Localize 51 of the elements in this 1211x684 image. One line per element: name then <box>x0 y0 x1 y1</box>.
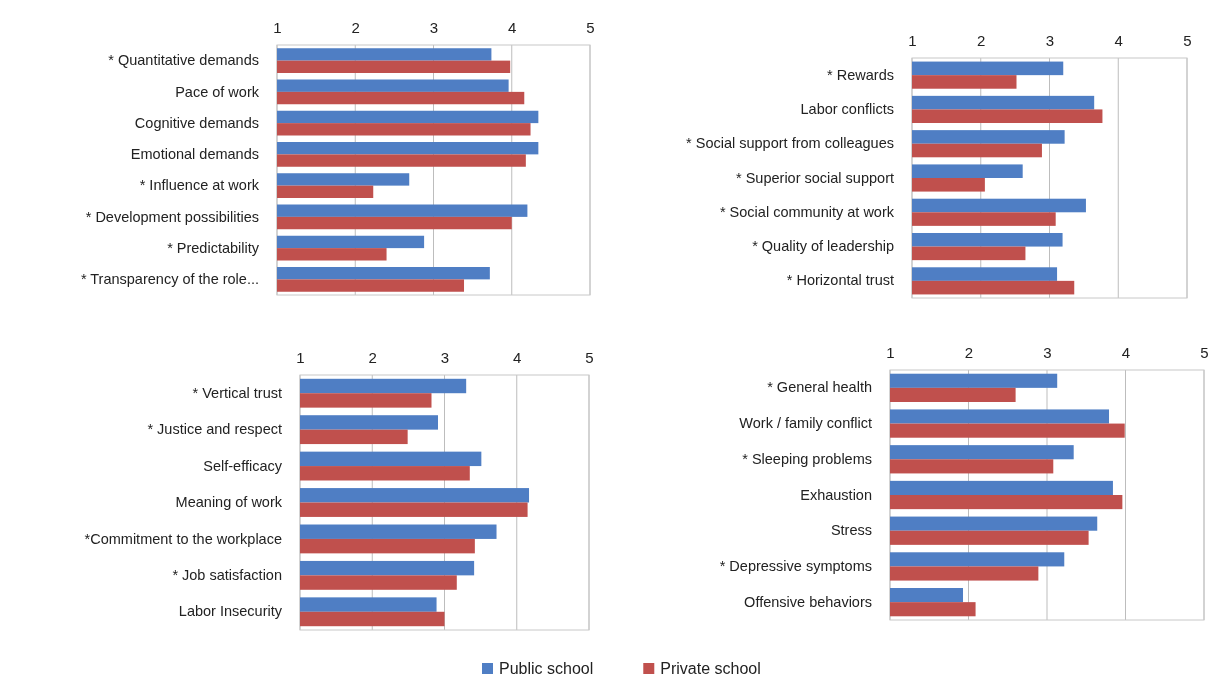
x-tick-label: 4 <box>1121 344 1131 361</box>
y-tick-label: * Rewards <box>827 66 894 83</box>
y-tick-label: Pace of work <box>175 83 260 100</box>
legend-label: Private school <box>660 660 761 677</box>
y-tick-label: * Horizontal trust <box>786 272 894 289</box>
x-tick-label: 1 <box>273 19 282 36</box>
x-tick-label: 2 <box>368 349 377 366</box>
y-tick-label: * Sleeping problems <box>742 450 872 467</box>
y-tick-label: Work / family conflict <box>739 415 872 432</box>
y-tick-label: * Job satisfaction <box>172 567 282 583</box>
y-tick-label: * Influence at work <box>139 177 260 194</box>
x-tick-label: 5 <box>1183 32 1192 49</box>
legend-label: Public school <box>499 660 594 677</box>
y-tick-label: Labor conflicts <box>800 101 894 118</box>
x-tick-label: 5 <box>1200 344 1209 361</box>
y-tick-label: * Transparency of the role... <box>80 271 259 288</box>
y-tick-label: * Quality of leadership <box>752 238 894 255</box>
y-tick-label: Meaning of work <box>175 494 283 511</box>
y-tick-label: Exhaustion <box>800 486 872 503</box>
x-tick-label: 2 <box>977 32 986 49</box>
y-tick-label: * Social support from colleagues <box>686 135 894 152</box>
y-tick-label: * Justice and respect <box>147 421 282 438</box>
y-tick-label: Emotional demands <box>130 146 259 163</box>
x-tick-label: 1 <box>296 349 305 366</box>
y-tick-label: *Commitment to the workplace <box>84 530 282 547</box>
x-tick-label: 4 <box>1114 32 1123 49</box>
y-tick-label: Offensive behaviors <box>744 593 872 610</box>
x-tick-label: 4 <box>508 19 517 36</box>
x-tick-label: 3 <box>1045 32 1055 49</box>
x-tick-label: 4 <box>513 349 522 366</box>
y-tick-label: Self-efficacy <box>203 457 283 474</box>
y-tick-label: * Predictability <box>167 239 260 256</box>
x-tick-label: 3 <box>440 349 450 366</box>
y-tick-label: * Superior social support <box>736 169 894 186</box>
x-tick-label: 3 <box>1043 344 1052 361</box>
x-tick-label: 3 <box>429 19 439 36</box>
x-tick-label: 2 <box>351 19 360 36</box>
y-tick-label: Cognitive demands <box>134 114 259 131</box>
x-tick-label: 2 <box>964 344 974 361</box>
x-tick-label: 1 <box>886 344 895 361</box>
y-tick-label: * Development possibilities <box>85 208 259 225</box>
y-tick-label: * Depressive symptoms <box>719 558 872 575</box>
x-tick-label: 5 <box>586 19 595 36</box>
y-tick-label: * Social community at work <box>719 203 895 220</box>
x-tick-label: 5 <box>585 349 594 366</box>
y-tick-label: * General health <box>767 379 872 396</box>
x-tick-label: 1 <box>908 32 917 49</box>
y-tick-label: Stress <box>830 522 872 539</box>
y-tick-label: * Quantitative demands <box>108 52 259 69</box>
y-tick-label: * Vertical trust <box>192 384 282 401</box>
y-tick-label: Labor Insecurity <box>178 603 283 620</box>
